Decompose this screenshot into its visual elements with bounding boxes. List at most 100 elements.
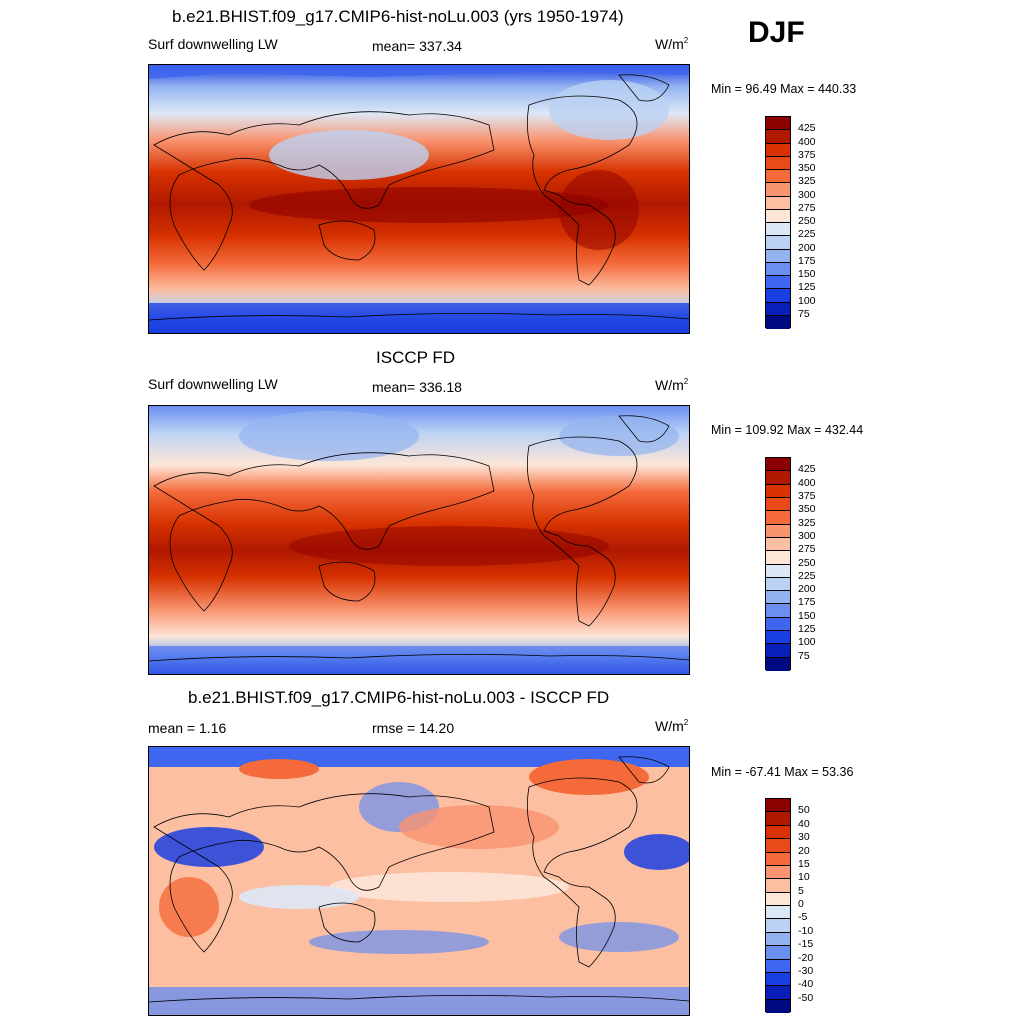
colorbar-segment [766, 170, 790, 184]
colorbar-segment [766, 484, 790, 498]
panel3-mean-label: mean = 1.16 [148, 720, 227, 736]
panel1-map-field [149, 65, 689, 333]
colorbar-tick-label: -40 [798, 978, 814, 991]
panel2-map [148, 405, 690, 675]
colorbar-tick-label: 200 [798, 583, 816, 596]
colorbar-tick-label: 300 [798, 188, 816, 201]
colorbar-tick-label: 200 [798, 241, 816, 254]
colorbar-tick-label: 75 [798, 307, 810, 320]
colorbar-segment [766, 315, 790, 329]
panel2-minmax: Min = 109.92 Max = 432.44 [711, 423, 864, 437]
colorbar-tick-label: 175 [798, 254, 816, 267]
colorbar-tick-label: 30 [798, 831, 810, 844]
colorbar-tick-label: 150 [798, 609, 816, 622]
panel3-map-field [149, 747, 689, 1015]
panel1-minmax: Min = 96.49 Max = 440.33 [711, 82, 857, 96]
colorbar-segment [766, 865, 790, 880]
colorbar-segment [766, 932, 790, 947]
colorbar-tick-label: 375 [798, 489, 816, 502]
panel3-map [148, 746, 690, 1016]
colorbar-tick-label: 325 [798, 175, 816, 188]
colorbar-segment [766, 551, 790, 565]
panel3-rmse-label: rmse = 14.20 [372, 720, 455, 736]
colorbar-segment [766, 972, 790, 987]
colorbar-segment [766, 117, 790, 131]
colorbar-segment [766, 839, 790, 853]
colorbar-tick-label: 15 [798, 857, 810, 870]
colorbar-tick-label: 0 [798, 898, 804, 910]
colorbar-segment [766, 497, 790, 512]
panel1-units: W/m2 [655, 36, 689, 52]
season-label: DJF [748, 16, 805, 49]
panel3-title: b.e21.BHIST.f09_g17.CMIP6-hist-noLu.003 … [188, 688, 610, 707]
colorbar-tick-label: 400 [798, 476, 816, 489]
colorbar-segment [766, 471, 790, 485]
panel2-mean-label: mean= 336.18 [372, 379, 462, 395]
colorbar-segment [766, 825, 790, 840]
colorbar-segment [766, 604, 790, 618]
colorbar-segment [766, 196, 790, 210]
panel1-variable-label: Surf downwelling LW [148, 36, 278, 52]
colorbar-tick-label: 225 [798, 569, 816, 582]
colorbar-segment [766, 209, 790, 223]
colorbar-segment [766, 183, 790, 197]
colorbar-tick-label: 5 [798, 884, 804, 897]
colorbar-segment [766, 617, 790, 632]
colorbar-tick-label: -30 [798, 964, 814, 977]
panel2-map-field [149, 406, 689, 674]
colorbar-segment [766, 564, 790, 578]
colorbar-segment [766, 537, 790, 552]
colorbar-segment [766, 812, 790, 826]
colorbar-segment [766, 289, 790, 303]
panel1-mean-label: mean= 337.34 [372, 38, 462, 54]
colorbar-tick-label: -5 [798, 911, 808, 924]
colorbar-segment [766, 249, 790, 263]
colorbar-segment [766, 959, 790, 973]
colorbar-tick-label: 20 [798, 844, 810, 857]
colorbar-tick-label: 40 [798, 817, 810, 830]
colorbar-tick-label: 250 [798, 215, 816, 227]
colorbar-tick-label: 175 [798, 596, 816, 609]
colorbar-segment [766, 879, 790, 893]
colorbar-tick-label: -50 [798, 991, 814, 1004]
panel1-map [148, 64, 690, 334]
colorbar-segment [766, 156, 790, 170]
colorbar-segment [766, 919, 790, 933]
colorbar-tick-label: 275 [798, 201, 816, 214]
panel3-minmax: Min = -67.41 Max = 53.36 [711, 765, 854, 779]
colorbar-tick-label: 225 [798, 228, 816, 241]
colorbar-segment [766, 986, 790, 1000]
colorbar-tick-label: 275 [798, 543, 816, 556]
colorbar-tick-label: 125 [798, 623, 816, 636]
panel1-title: b.e21.BHIST.f09_g17.CMIP6-hist-noLu.003 … [172, 7, 624, 26]
colorbar-tick-label: 350 [798, 503, 816, 516]
panel3-units: W/m2 [655, 718, 689, 734]
colorbar-segment [766, 511, 790, 525]
panel2-colorbar [765, 457, 791, 671]
colorbar-segment [766, 946, 790, 960]
colorbar-tick-label: 75 [798, 649, 810, 662]
panel2-variable-label: Surf downwelling LW [148, 376, 278, 392]
colorbar-segment [766, 524, 790, 538]
colorbar-segment [766, 906, 790, 920]
colorbar-tick-label: 325 [798, 516, 816, 529]
colorbar-segment [766, 657, 790, 671]
colorbar-tick-label: 300 [798, 529, 816, 542]
colorbar-segment [766, 644, 790, 658]
panel1-colorbar [765, 116, 791, 329]
colorbar-segment [766, 262, 790, 276]
colorbar-segment [766, 999, 790, 1013]
colorbar-segment [766, 236, 790, 250]
colorbar-tick-label: 50 [798, 804, 810, 817]
colorbar-segment [766, 799, 790, 813]
panel2-units: W/m2 [655, 377, 689, 393]
colorbar-segment [766, 591, 790, 605]
colorbar-tick-label: 350 [798, 162, 816, 174]
colorbar-tick-label: -15 [798, 938, 814, 951]
colorbar-tick-label: 150 [798, 268, 816, 280]
colorbar-tick-label: 100 [798, 294, 816, 307]
colorbar-tick-label: 375 [798, 148, 816, 161]
colorbar-segment [766, 577, 790, 592]
colorbar-tick-label: 425 [798, 463, 816, 476]
panel2-title: ISCCP FD [376, 348, 456, 367]
